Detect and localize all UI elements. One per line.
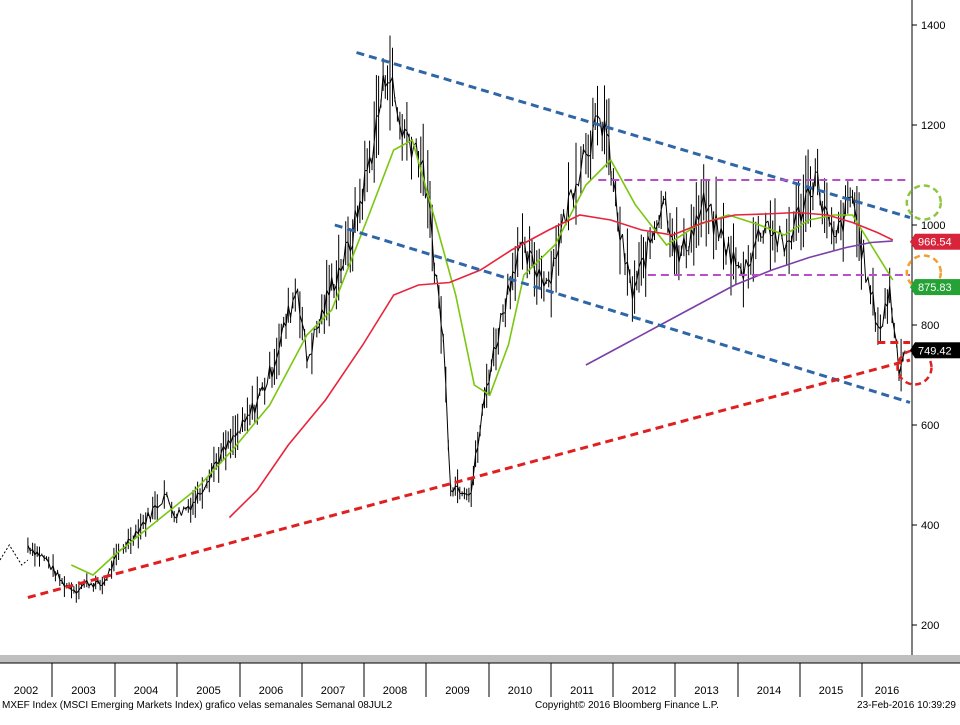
highlight-circle-3 <box>896 349 933 386</box>
y-tick-label: 1200 <box>921 120 945 132</box>
x-tick-label: 2007 <box>321 685 345 697</box>
trendline-resistance <box>356 51 911 219</box>
x-tick-label: 2011 <box>570 685 594 697</box>
footer-copyright: Copyright© 2016 Bloomberg Finance L.P. <box>535 700 719 711</box>
footer-timestamp: 23-Feb-2016 10:39:29 <box>857 700 956 711</box>
price-series <box>27 35 906 603</box>
y-tick-label: 1400 <box>921 20 945 32</box>
x-tick-label: 2012 <box>632 685 656 697</box>
moving-average-1 <box>70 138 894 576</box>
x-tick-label: 2015 <box>819 685 843 697</box>
y-tick-label: 400 <box>921 520 939 532</box>
trendline-channel-lower <box>334 223 911 404</box>
x-tick-label: 2003 <box>71 685 95 697</box>
price-label-2: 875.83 <box>910 279 960 296</box>
price-label-text: 966.54 <box>918 237 952 249</box>
moving-average-3 <box>585 240 893 366</box>
price-early-dashed <box>0 544 29 566</box>
price-label-box <box>915 233 960 250</box>
trendline-support <box>27 358 911 599</box>
highlight-circle-1 <box>905 184 943 221</box>
price-label-box <box>915 342 960 359</box>
y-tick-label: 600 <box>921 420 939 432</box>
x-tick-label: 2009 <box>445 685 469 697</box>
x-tick-label: 2014 <box>757 685 781 697</box>
bottom-band <box>0 655 960 663</box>
price-label-1: 966.54 <box>910 233 960 250</box>
x-tick-label: 2004 <box>134 685 158 697</box>
y-tick-label: 1000 <box>921 220 945 232</box>
highlight-circle-2 <box>905 254 943 291</box>
moving-average-2 <box>228 211 894 519</box>
price-label-box <box>915 279 960 296</box>
price-label-pointer <box>910 279 915 296</box>
price-label-3: 749.42 <box>910 342 960 359</box>
price-label-pointer <box>910 342 915 359</box>
price-label-pointer <box>910 233 915 250</box>
x-tick-label: 2016 <box>875 685 899 697</box>
price-label-text: 875.83 <box>918 282 952 294</box>
x-tick-label: 2005 <box>196 685 220 697</box>
x-tick-label: 2013 <box>694 685 718 697</box>
x-tick-label: 2010 <box>508 685 532 697</box>
x-tick-label: 2002 <box>14 685 38 697</box>
footer-description: MXEF Index (MSCI Emerging Markets Index)… <box>2 700 393 711</box>
x-tick-label: 2006 <box>259 685 283 697</box>
y-tick-label: 800 <box>921 320 939 332</box>
x-tick-label: 2008 <box>383 685 407 697</box>
y-tick-label: 200 <box>921 620 939 632</box>
price-label-text: 749.42 <box>918 345 952 357</box>
